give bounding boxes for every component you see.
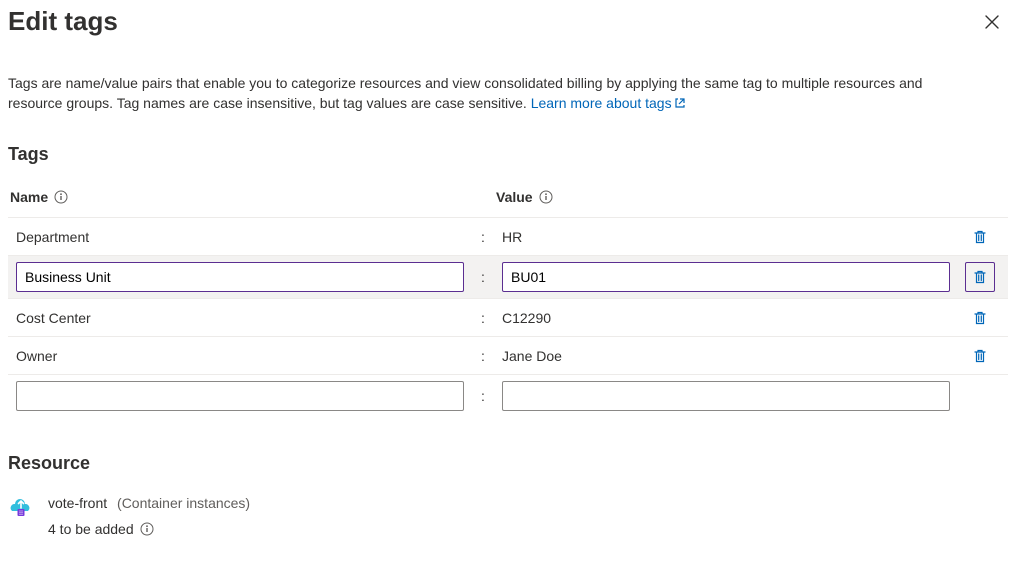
delete-tag-button[interactable] [966,223,994,251]
resource-type: (Container instances) [117,495,250,511]
learn-more-link[interactable]: Learn more about tags [531,95,686,111]
column-value-label: Value [496,189,533,205]
tag-name-cell[interactable]: Owner [10,346,470,366]
external-link-icon [674,94,686,114]
resource-section-heading: Resource [8,453,1008,474]
colon-separator: : [474,388,492,404]
tag-name-input[interactable] [16,381,464,411]
resource-status-text: 4 to be added [48,518,134,540]
tag-row-empty: : [8,374,1008,417]
container-instances-icon [8,494,34,520]
column-name-header: Name [10,189,470,205]
tag-name-cell[interactable]: Cost Center [10,308,470,328]
info-icon[interactable] [140,522,154,536]
tag-value-cell[interactable]: C12290 [496,308,956,328]
colon-separator: : [474,348,492,364]
tag-value-cell[interactable]: Jane Doe [496,346,956,366]
info-icon[interactable] [539,190,553,204]
tag-value-input[interactable] [502,262,950,292]
learn-more-label: Learn more about tags [531,95,672,111]
column-value-header: Value [496,189,956,205]
tag-name-input[interactable] [16,262,464,292]
resource-name: vote-front [48,495,107,511]
trash-icon [972,348,988,364]
column-name-label: Name [10,189,48,205]
resource-item: vote-front (Container instances) 4 to be… [8,492,1008,540]
tags-section-heading: Tags [8,144,1008,165]
tags-rows: Department : HR : [8,217,1008,417]
trash-icon [972,269,988,285]
colon-separator: : [474,269,492,285]
description-body: Tags are name/value pairs that enable yo… [8,75,922,111]
page-title: Edit tags [8,6,1008,37]
tag-value-input[interactable] [502,381,950,411]
colon-separator: : [474,310,492,326]
tag-row: Department : HR [8,217,1008,255]
tag-name-cell[interactable]: Department [10,227,470,247]
tag-row: : [8,255,1008,298]
close-button[interactable] [980,10,1004,34]
trash-icon [972,229,988,245]
tag-value-cell[interactable]: HR [496,227,956,247]
trash-icon [972,310,988,326]
close-icon [985,15,999,29]
tag-row: Owner : Jane Doe [8,336,1008,374]
delete-tag-button[interactable] [965,262,995,292]
tags-column-header: Name Value [8,183,1008,215]
description-text: Tags are name/value pairs that enable yo… [8,73,968,114]
delete-tag-button[interactable] [966,342,994,370]
info-icon[interactable] [54,190,68,204]
delete-tag-button[interactable] [966,304,994,332]
tag-row: Cost Center : C12290 [8,298,1008,336]
colon-separator: : [474,229,492,245]
